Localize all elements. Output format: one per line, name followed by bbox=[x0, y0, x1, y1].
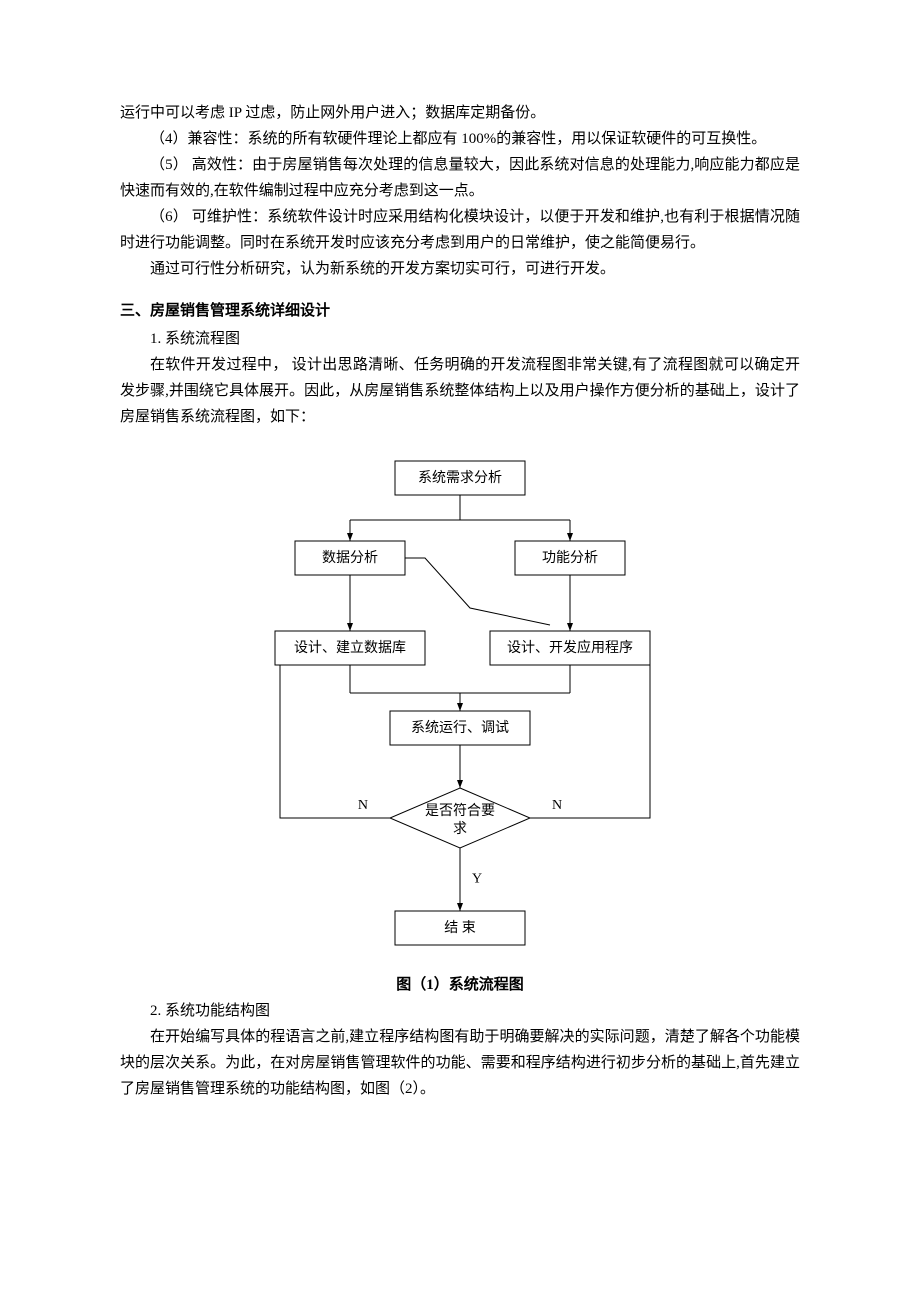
svg-text:功能分析: 功能分析 bbox=[542, 550, 598, 566]
system-flowchart: N N Y 系统需求分析数据分析 功能分析设计、建立数据库 设计、开发应用程序系统运行、调… bbox=[250, 448, 670, 968]
body-paragraph: （5） 高效性：由于房屋销售每次处理的信息量较大，因此系统对信息的处理能力,响应… bbox=[120, 152, 800, 204]
body-paragraph: 通过可行性分析研究，认为新系统的开发方案切实可行，可进行开发。 bbox=[120, 256, 800, 282]
flowchart-container: N N Y 系统需求分析数据分析 功能分析设计、建立数据库 设计、开发应用程序系统运行、调… bbox=[120, 448, 800, 968]
svg-text:设计、建立数据库: 设计、建立数据库 bbox=[294, 640, 406, 656]
svg-text:N: N bbox=[358, 798, 368, 813]
svg-text:求: 求 bbox=[453, 821, 467, 837]
svg-text:Y: Y bbox=[472, 872, 482, 887]
body-paragraph: 在软件开发过程中， 设计出思路清晰、任务明确的开发流程图非常关键,有了流程图就可… bbox=[120, 352, 800, 430]
svg-text:N: N bbox=[552, 798, 562, 813]
body-paragraph: （6） 可维护性：系统软件设计时应采用结构化模块设计，以便于开发和维护,也有利于… bbox=[120, 204, 800, 256]
document-page: 运行中可以考虑 IP 过虑，防止网外用户进入；数据库定期备份。 （4）兼容性：系… bbox=[0, 0, 920, 1182]
svg-text:是否符合要: 是否符合要 bbox=[425, 803, 495, 819]
svg-text:数据分析: 数据分析 bbox=[322, 550, 378, 566]
sub-heading: 2. 系统功能结构图 bbox=[120, 998, 800, 1024]
section-title: 三、房屋销售管理系统详细设计 bbox=[120, 298, 800, 324]
flowchart-caption: 图（1）系统流程图 bbox=[120, 972, 800, 998]
svg-text:系统运行、调试: 系统运行、调试 bbox=[411, 720, 509, 736]
body-paragraph: 运行中可以考虑 IP 过虑，防止网外用户进入；数据库定期备份。 bbox=[120, 100, 800, 126]
svg-text:结 束: 结 束 bbox=[444, 920, 476, 936]
body-paragraph: （4）兼容性：系统的所有软硬件理论上都应有 100%的兼容性，用以保证软硬件的可… bbox=[120, 126, 800, 152]
svg-text:系统需求分析: 系统需求分析 bbox=[418, 470, 502, 486]
body-paragraph: 在开始编写具体的程语言之前,建立程序结构图有助于明确要解决的实际问题，清楚了解各… bbox=[120, 1024, 800, 1102]
sub-heading: 1. 系统流程图 bbox=[120, 326, 800, 352]
svg-text:设计、开发应用程序: 设计、开发应用程序 bbox=[507, 639, 633, 656]
